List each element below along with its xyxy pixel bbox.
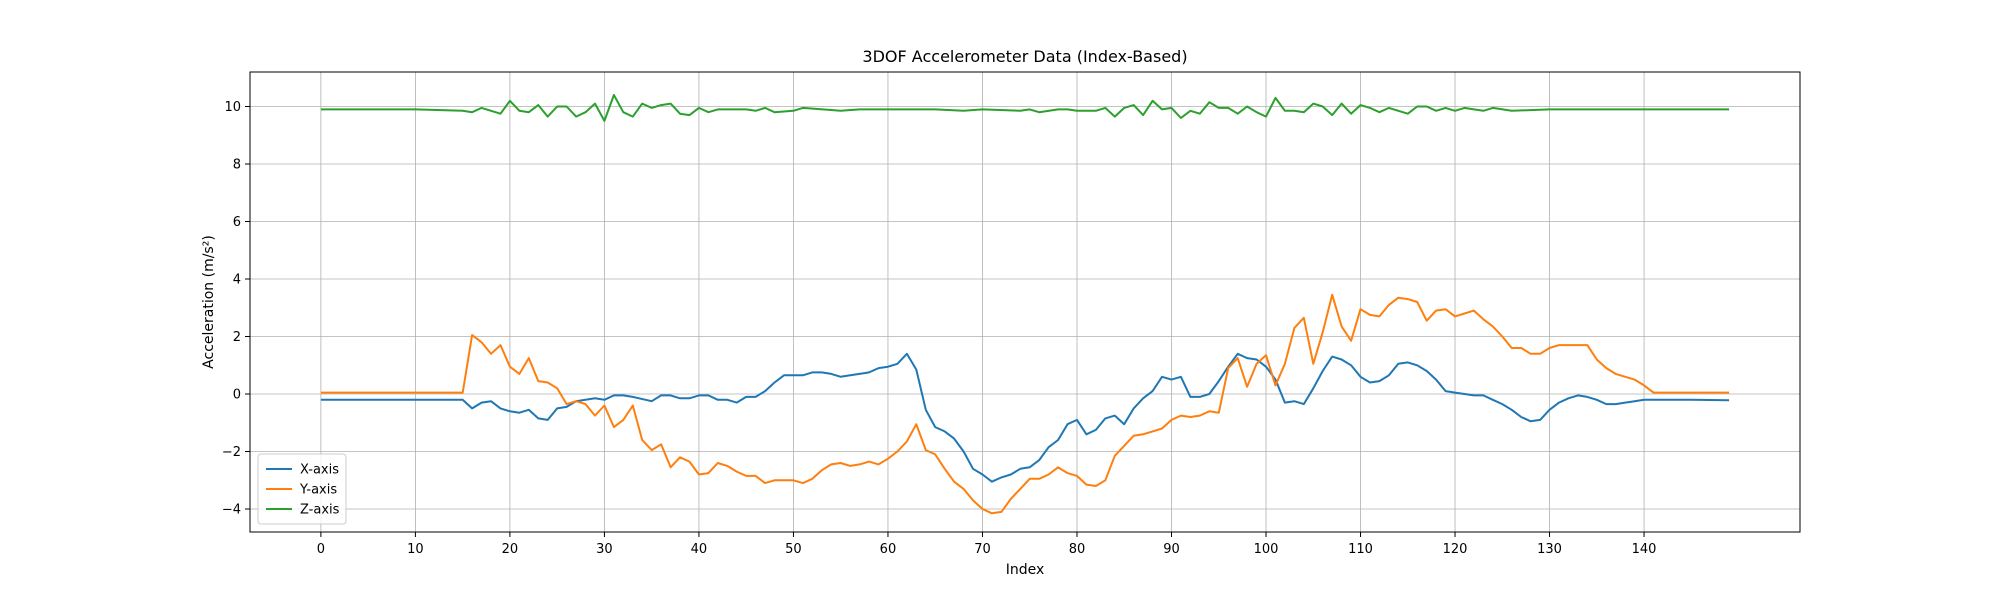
x-tick-label: 130 <box>1537 542 1562 557</box>
x-tick-label: 40 <box>691 542 708 557</box>
y-tick-label: 0 <box>233 388 241 403</box>
x-axis-ticks: 0 10 20 30 40 50 60 70 80 90 100 110 120 130 140 <box>317 532 1657 557</box>
legend-label: X-axis <box>300 463 339 478</box>
series-line-x-axis <box>320 352 1730 483</box>
x-tick-label: 140 <box>1632 542 1657 557</box>
y-tick-label: −2 <box>222 445 241 460</box>
x-tick-label: 30 <box>596 542 613 557</box>
series-line-y-axis <box>320 293 1730 515</box>
plot-area-frame <box>249 71 1801 533</box>
x-tick-label: 90 <box>1163 542 1180 557</box>
legend-label: Y-axis <box>299 483 337 498</box>
x-tick-label: 50 <box>785 542 802 557</box>
series-line-z-axis <box>320 94 1730 122</box>
y-axis-title: Acceleration (m/s²) <box>201 235 217 369</box>
y-tick-label: 4 <box>233 273 241 288</box>
x-tick-label: 10 <box>407 542 424 557</box>
y-tick-label: 2 <box>233 330 241 345</box>
plot-series <box>320 94 1730 515</box>
x-tick-label: 60 <box>880 542 897 557</box>
x-tick-label: 110 <box>1348 542 1373 557</box>
y-tick-label: −4 <box>222 503 241 518</box>
x-tick-label: 0 <box>317 542 325 557</box>
x-tick-label: 100 <box>1254 542 1279 557</box>
legend-label: Z-axis <box>300 503 340 518</box>
x-tick-label: 70 <box>974 542 991 557</box>
chart-title: 3DOF Accelerometer Data (Index-Based) <box>862 47 1187 66</box>
x-tick-label: 20 <box>502 542 519 557</box>
x-axis-title: Index <box>1006 562 1045 578</box>
x-tick-label: 80 <box>1069 542 1086 557</box>
y-axis-ticks: −4 −2 0 2 4 6 8 10 <box>222 100 250 518</box>
grid-lines <box>250 72 1800 532</box>
y-tick-label: 8 <box>233 158 241 173</box>
x-tick-label: 120 <box>1443 542 1468 557</box>
y-tick-label: 6 <box>233 215 241 230</box>
y-tick-label: 10 <box>224 100 241 115</box>
legend-box <box>257 453 347 525</box>
legend: X-axis Y-axis Z-axis <box>257 453 347 525</box>
